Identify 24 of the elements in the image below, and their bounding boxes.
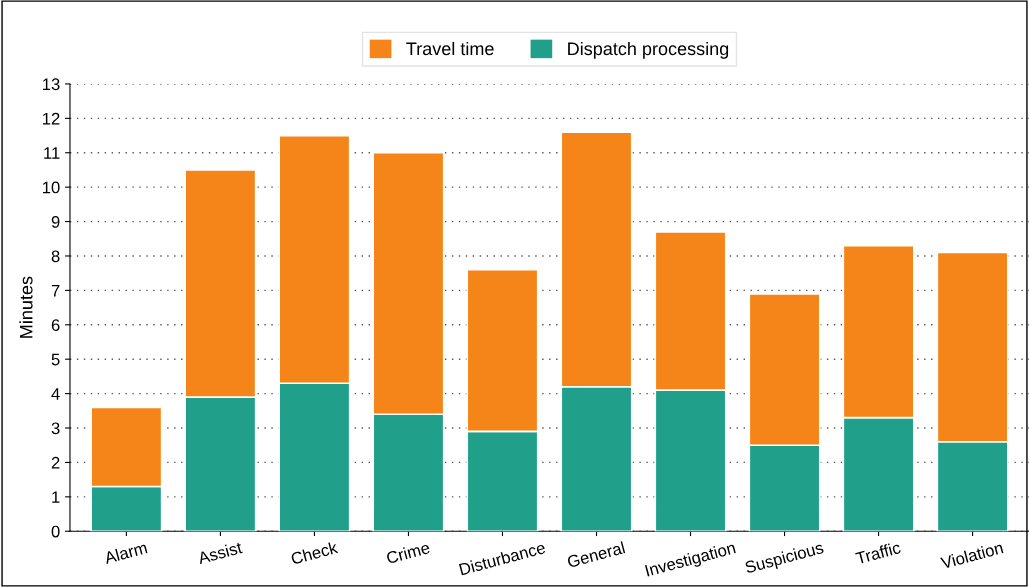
y-tick-label: 7 — [51, 284, 60, 297]
y-tick-label: 13 — [42, 78, 60, 91]
y-tick-label: 4 — [51, 388, 60, 400]
x-tick-label: Traffic — [855, 541, 902, 565]
y-tick-label: 0 — [51, 525, 60, 538]
y-tick-label: 2 — [51, 456, 60, 469]
y-tick-label: 11 — [44, 147, 60, 159]
legend-label: Travel time — [406, 41, 494, 56]
y-axis-title: Minutes — [19, 276, 33, 338]
x-tick-label: Violation — [939, 541, 1004, 570]
y-tick-label: 9 — [51, 215, 60, 228]
y-tick-label: 12 — [42, 112, 60, 125]
y-tick-label: 1 — [52, 491, 60, 503]
x-tick-label: Crime — [385, 541, 431, 565]
y-tick-label: 8 — [51, 250, 60, 263]
legend-label: Dispatch processing — [568, 41, 729, 59]
x-tick-label: Alarm — [103, 541, 148, 565]
x-tick-label: Assist — [196, 540, 243, 565]
y-tick-label: 3 — [51, 422, 60, 435]
y-tick-label: 5 — [51, 353, 60, 366]
x-tick-label: General — [566, 541, 626, 568]
y-tick-label: 6 — [51, 319, 60, 331]
x-tick-label: Check — [290, 540, 339, 565]
y-tick-label: 10 — [42, 181, 60, 194]
